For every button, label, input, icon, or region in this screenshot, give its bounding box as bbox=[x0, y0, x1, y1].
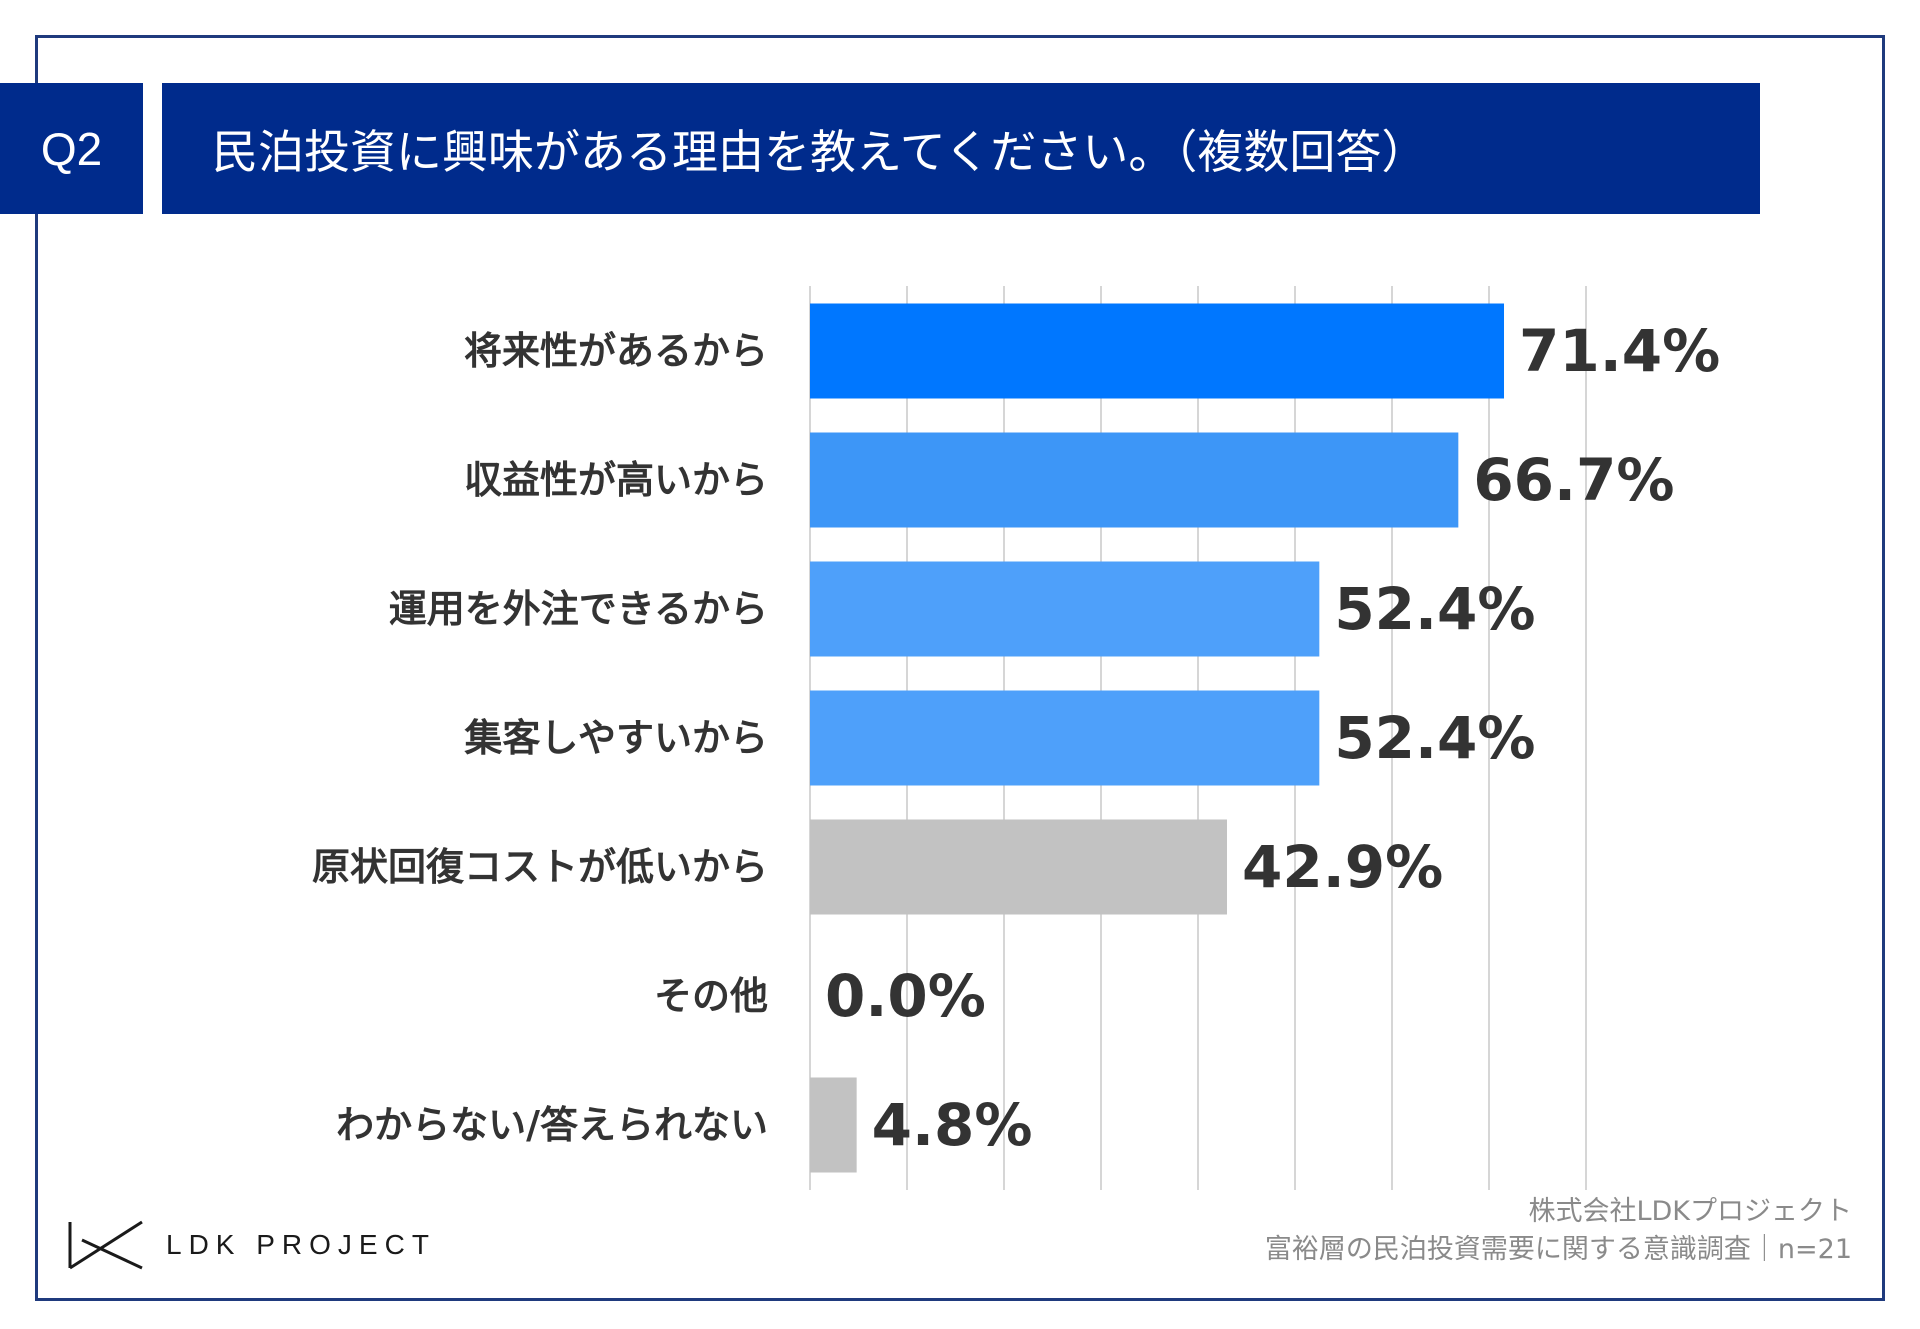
data-label: 42.9% bbox=[1242, 833, 1443, 901]
data-label: 52.4% bbox=[1334, 575, 1535, 643]
category-label: わからない/答えられない bbox=[336, 1103, 768, 1147]
category-label: 原状回復コストが低いから bbox=[312, 845, 768, 889]
category-label: 将来性があるから bbox=[464, 329, 768, 373]
bar bbox=[810, 690, 1320, 786]
company-logo: LDK PROJECT bbox=[68, 1220, 436, 1270]
bar bbox=[810, 1077, 857, 1173]
bar bbox=[810, 561, 1320, 657]
question-number: Q2 bbox=[0, 83, 143, 214]
source-company: 株式会社LDKプロジェクト bbox=[1528, 1196, 1852, 1227]
data-label: 4.8% bbox=[872, 1091, 1033, 1159]
source-survey: 富裕層の民泊投資需要に関する意識調査｜n=21 bbox=[1264, 1234, 1852, 1265]
data-label: 66.7% bbox=[1473, 446, 1674, 514]
bar bbox=[810, 819, 1227, 915]
logo-text: LDK PROJECT bbox=[166, 1229, 436, 1260]
page-title: 民泊投資に興味がある理由を教えてください。（複数回答） bbox=[162, 83, 1760, 214]
category-label: その他 bbox=[654, 974, 768, 1018]
category-label: 集客しやすいから bbox=[463, 716, 768, 760]
category-label: 収益性が高いから bbox=[464, 458, 768, 502]
category-label: 運用を外注できるから bbox=[389, 587, 768, 631]
data-label: 71.4% bbox=[1519, 317, 1720, 385]
source-note: 株式会社LDKプロジェクト 富裕層の民泊投資需要に関する意識調査｜n=21 bbox=[1265, 1193, 1852, 1269]
bar bbox=[810, 303, 1505, 399]
data-label: 0.0% bbox=[825, 962, 986, 1030]
data-label: 52.4% bbox=[1334, 704, 1535, 772]
bar bbox=[810, 432, 1459, 528]
ldk-logo-icon bbox=[68, 1220, 143, 1270]
frame bbox=[35, 35, 1885, 1301]
